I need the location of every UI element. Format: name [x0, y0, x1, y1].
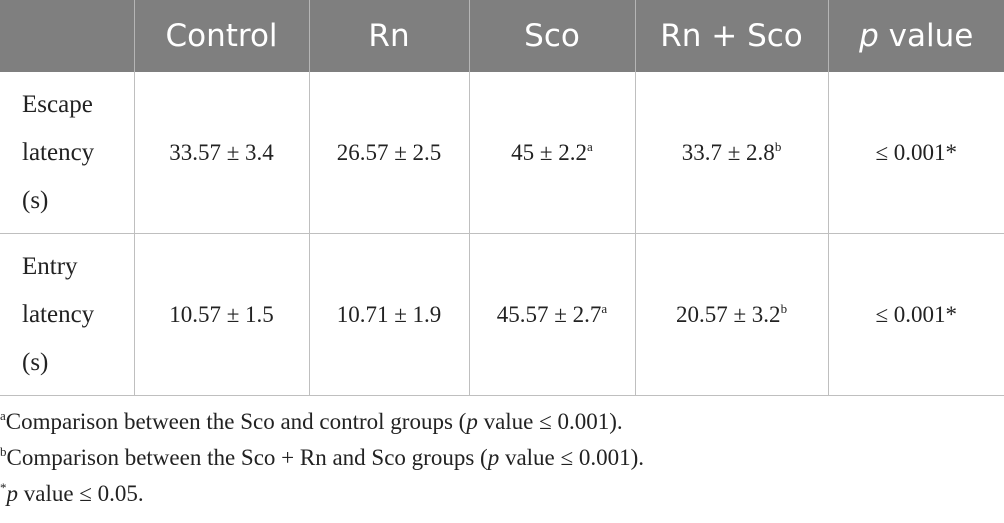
header-p-italic: p — [859, 18, 879, 54]
row-label-line: Entry — [22, 252, 78, 280]
header-row: Control Rn Sco Rn + Sco p value — [0, 0, 1004, 72]
row-label: Escape latency (s) — [0, 72, 134, 234]
row-label-line: latency — [22, 300, 95, 328]
row-label-line: latency — [22, 138, 95, 166]
cell-rn: 26.57 ± 2.5 — [308, 72, 469, 234]
row-label-line: (s) — [22, 348, 49, 376]
results-table: Control Rn Sco Rn + Sco p value Escape la… — [0, 0, 1004, 396]
footnote-a: aComparison between the Sco and control … — [0, 408, 623, 434]
table-row-escape-latency: Escape latency (s) 33.57 ± 3.4 26.57 ± 2.5… — [0, 72, 1004, 234]
footnotes: aComparison between the Sco and control … — [0, 404, 644, 512]
header-rn-sco: Rn + Sco — [634, 0, 828, 72]
cell-p-value: ≤ 0.001* — [827, 233, 1004, 396]
header-p-text: value — [888, 18, 974, 54]
cell-rn-sco: 33.7 ± 2.8b — [634, 72, 828, 234]
cell-control: 33.57 ± 3.4 — [133, 72, 309, 234]
header-blank — [0, 0, 134, 72]
footnote-star: *p value ≤ 0.05. — [0, 480, 144, 506]
header-p-value: p value — [827, 0, 1004, 72]
row-label-line: (s) — [22, 186, 49, 214]
header-control: Control — [133, 0, 309, 72]
cell-sco: 45.57 ± 2.7a — [468, 233, 635, 396]
header-sco: Sco — [468, 0, 635, 72]
cell-rn-sco: 20.57 ± 3.2b — [634, 233, 828, 396]
cell-sco: 45 ± 2.2a — [468, 72, 635, 234]
header-rn: Rn — [308, 0, 469, 72]
row-label: Entry latency (s) — [0, 233, 134, 396]
footnote-b: bComparison between the Sco + Rn and Sco… — [0, 444, 645, 470]
cell-p-value: ≤ 0.001* — [827, 72, 1004, 234]
cell-control: 10.57 ± 1.5 — [133, 233, 309, 396]
row-label-line: Escape — [22, 90, 93, 118]
cell-rn: 10.71 ± 1.9 — [308, 233, 469, 396]
table-row-entry-latency: Entry latency (s) 10.57 ± 1.5 10.71 ± 1.9 … — [0, 233, 1004, 396]
